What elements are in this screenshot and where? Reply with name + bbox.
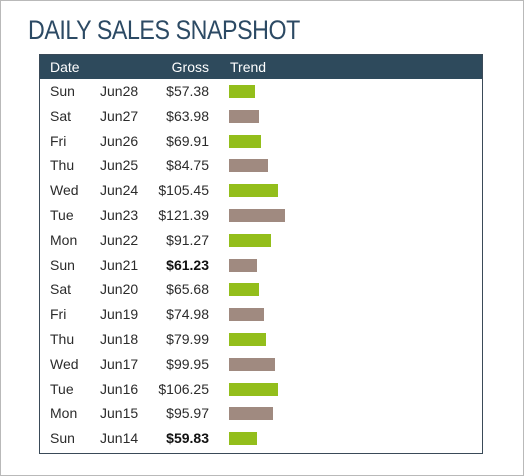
- cell-gross: $106.25: [158, 380, 209, 397]
- cell-gross: $121.39: [158, 206, 209, 223]
- trend-bar: [229, 184, 278, 198]
- cell-date: Jun18: [100, 330, 139, 347]
- header-date: Date: [50, 59, 80, 75]
- cell-day: Mon: [50, 231, 78, 248]
- trend-bar: [229, 357, 275, 371]
- cell-gross: $91.27: [166, 231, 209, 248]
- cell-day: Sun: [50, 256, 75, 273]
- cell-day: Thu: [50, 157, 75, 174]
- table-row: Mon Jun15 $95.97: [40, 401, 482, 426]
- cell-date: Jun22: [100, 231, 139, 248]
- table-body: Sun Jun28 $57.38 Sat Jun27 $63.98 Fri Jun26 $69.…: [40, 79, 482, 451]
- cell-day: Sat: [50, 107, 72, 124]
- cell-gross: $65.68: [166, 281, 209, 298]
- cell-gross: $105.45: [158, 182, 209, 199]
- cell-day: Tue: [50, 206, 74, 223]
- cell-gross: $74.98: [166, 306, 209, 323]
- trend-bar: [229, 308, 264, 322]
- cell-day: Sun: [50, 83, 75, 99]
- cell-date: Jun28: [100, 83, 139, 99]
- cell-date: Jun14: [100, 430, 139, 447]
- cell-day: Sun: [50, 430, 75, 447]
- page-title: DAILY SALES SNAPSHOT: [28, 15, 300, 45]
- table-row: Sat Jun27 $63.98: [40, 104, 482, 129]
- cell-day: Mon: [50, 405, 78, 422]
- trend-bar: [229, 432, 257, 446]
- cell-date: Jun19: [100, 306, 139, 323]
- table-row: Tue Jun23 $121.39: [40, 203, 482, 228]
- table-row: Thu Jun18 $79.99: [40, 327, 482, 352]
- cell-date: Jun21: [100, 256, 139, 273]
- table-row: Sun Jun28 $57.38: [40, 79, 482, 104]
- cell-gross: $69.91: [166, 132, 209, 149]
- trend-bar: [229, 85, 255, 98]
- trend-bar: [229, 159, 268, 173]
- table-row: Tue Jun16 $106.25: [40, 377, 482, 402]
- cell-date: Jun27: [100, 107, 139, 124]
- trend-bar: [229, 134, 261, 148]
- table-row: Wed Jun24 $105.45: [40, 178, 482, 203]
- cell-date: Jun23: [100, 206, 139, 223]
- trend-bar: [229, 382, 278, 396]
- cell-date: Jun26: [100, 132, 139, 149]
- cell-day: Sat: [50, 281, 72, 298]
- trend-bar: [229, 283, 259, 297]
- trend-bar: [229, 208, 285, 222]
- trend-bar: [229, 109, 259, 123]
- table-row: Sat Jun20 $65.68: [40, 277, 482, 302]
- trend-bar: [229, 233, 271, 247]
- cell-gross: $95.97: [166, 405, 209, 422]
- cell-gross: $79.99: [166, 330, 209, 347]
- cell-day: Thu: [50, 330, 75, 347]
- cell-day: Tue: [50, 380, 74, 397]
- trend-bar: [229, 332, 266, 346]
- cell-date: Jun15: [100, 405, 139, 422]
- cell-day: Wed: [50, 355, 79, 372]
- trend-bar: [229, 407, 273, 421]
- table-header: Date Gross Trend: [40, 55, 482, 79]
- table-row: Mon Jun22 $91.27: [40, 228, 482, 253]
- table-row: Sun Jun21 $61.23: [40, 253, 482, 278]
- table-row: Sun Jun14 $59.83: [40, 426, 482, 451]
- cell-gross: $84.75: [166, 157, 209, 174]
- cell-date: Jun17: [100, 355, 139, 372]
- cell-day: Fri: [50, 306, 67, 323]
- table-row: Thu Jun25 $84.75: [40, 153, 482, 178]
- table-row: Wed Jun17 $99.95: [40, 352, 482, 377]
- sales-table: Date Gross Trend Sun Jun28 $57.38 Sat Jun27 $…: [39, 54, 483, 454]
- cell-gross: $63.98: [166, 107, 209, 124]
- table-row: Fri Jun26 $69.91: [40, 129, 482, 154]
- table-row: Fri Jun19 $74.98: [40, 302, 482, 327]
- header-trend: Trend: [230, 59, 267, 75]
- trend-bar: [229, 258, 257, 272]
- cell-gross: $57.38: [166, 83, 209, 99]
- header-gross: Gross: [171, 59, 209, 75]
- cell-day: Wed: [50, 182, 79, 199]
- cell-date: Jun20: [100, 281, 139, 298]
- cell-day: Fri: [50, 132, 67, 149]
- cell-date: Jun16: [100, 380, 139, 397]
- cell-gross: $61.23: [166, 256, 209, 273]
- cell-gross: $99.95: [166, 355, 209, 372]
- cell-gross: $59.83: [166, 430, 209, 447]
- cell-date: Jun25: [100, 157, 139, 174]
- cell-date: Jun24: [100, 182, 139, 199]
